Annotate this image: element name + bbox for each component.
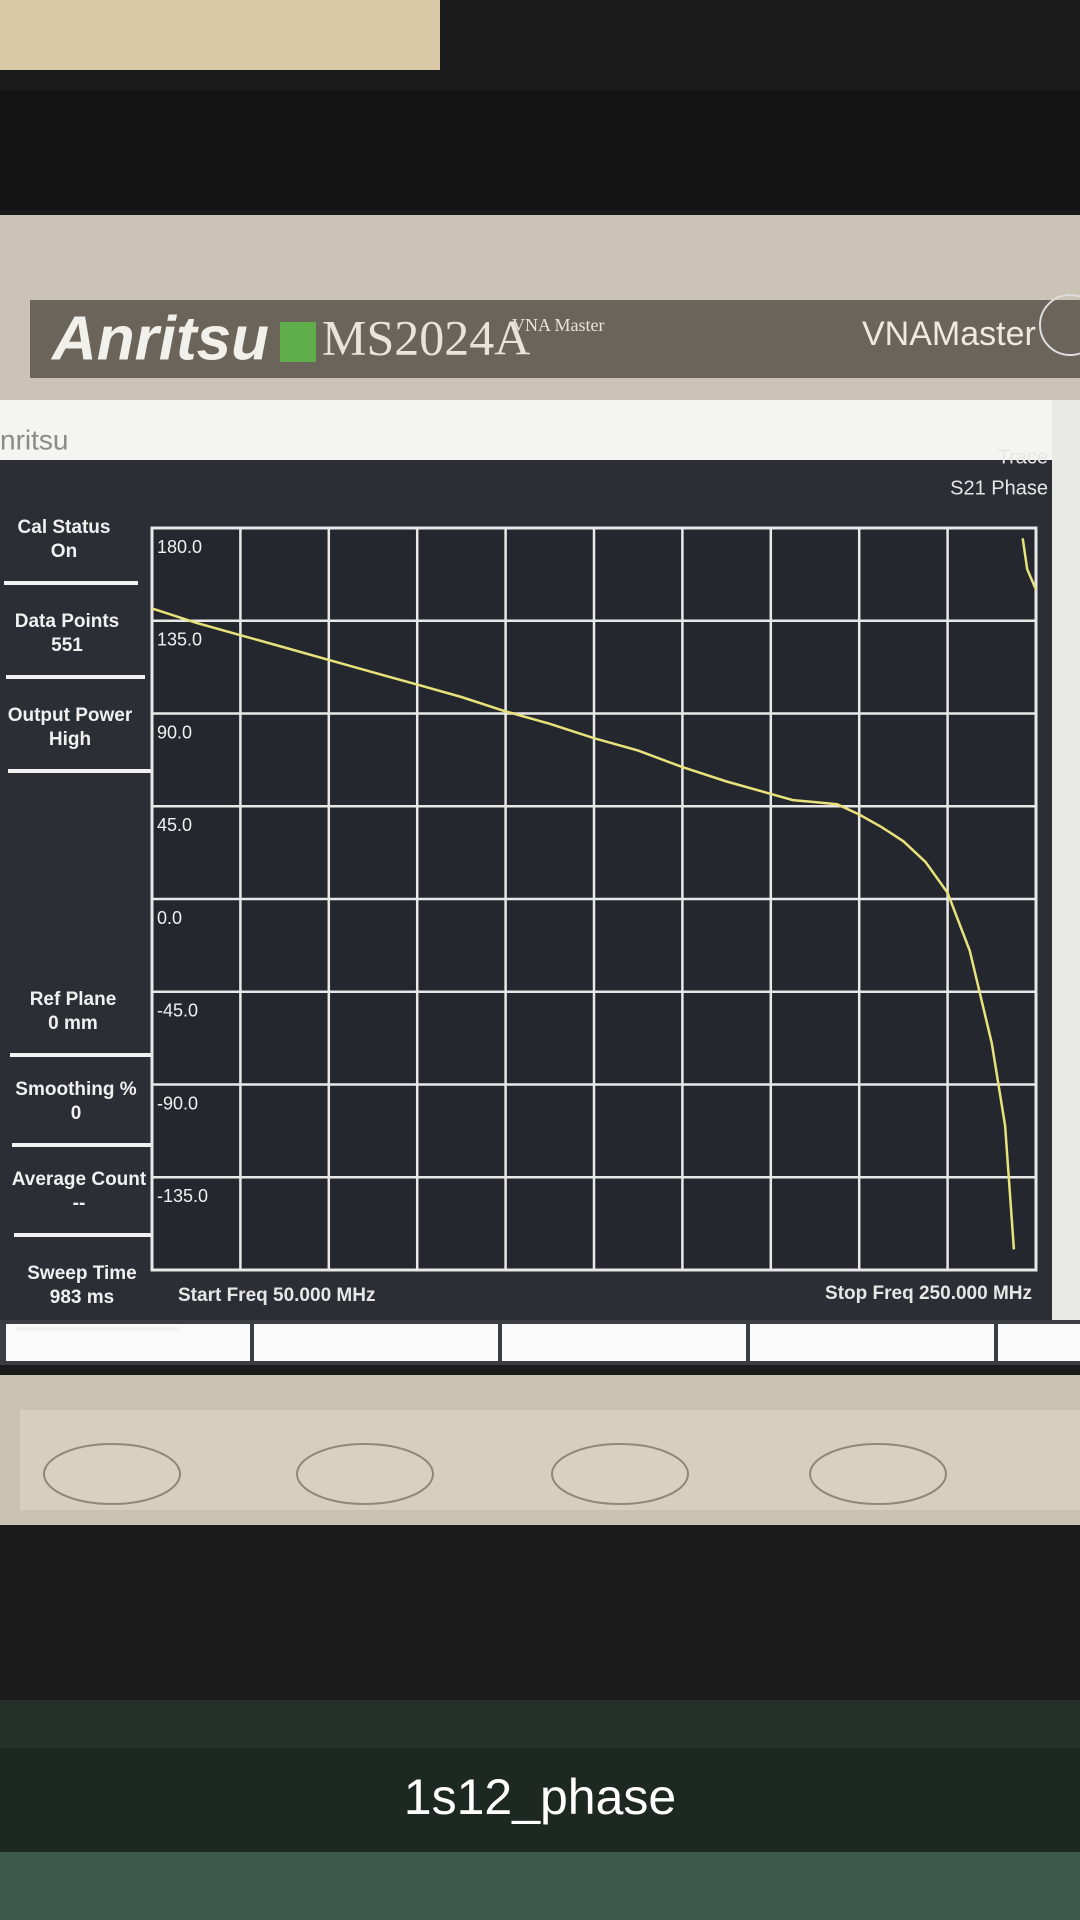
setting-value: -- (73, 1193, 86, 1214)
softkey (998, 1324, 1080, 1361)
setting-label: Sweep Time (27, 1263, 136, 1284)
y-tick-label: 90.0 (157, 722, 192, 742)
hard-button (551, 1443, 689, 1505)
setting-underline (12, 1143, 166, 1147)
stop-freq: Stop Freq 250.000 MHz (825, 1283, 1032, 1304)
setting-underline (6, 675, 145, 679)
caption-bar (0, 1748, 1080, 1852)
setting-value: High (49, 729, 91, 750)
brand: Anritsu (50, 304, 269, 373)
setting-label: Smoothing % (15, 1079, 136, 1100)
case-edge (0, 1700, 1080, 1748)
softkey (254, 1324, 498, 1361)
hard-button (809, 1443, 947, 1505)
setting-value: 551 (51, 635, 83, 656)
logo-strip (30, 300, 1080, 378)
caption: 1s12_phase (404, 1769, 676, 1825)
setting-value: On (51, 541, 77, 562)
model-sub: VNA Master (512, 315, 605, 335)
sidebar: Cal Status On Data Points 551 Output Power Hi… (4, 517, 180, 1331)
softkey (502, 1324, 746, 1361)
setting-label: Ref Plane (30, 989, 117, 1010)
screen-brand: nritsu (0, 424, 68, 455)
bottom-band (0, 1852, 1080, 1920)
setting-underline (14, 1233, 173, 1237)
screen-header (0, 400, 1080, 460)
trace-label: Trace (998, 446, 1048, 468)
setting-underline (16, 1327, 180, 1331)
hard-button (296, 1443, 434, 1505)
setting-underline (10, 1053, 159, 1057)
globe-icon (1039, 294, 1080, 356)
wall (0, 0, 440, 70)
setting-label: Cal Status (18, 517, 111, 538)
setting-underline (8, 769, 152, 773)
y-tick-label: -45.0 (157, 1001, 198, 1021)
case-strap (0, 90, 1080, 210)
hard-button (43, 1443, 181, 1505)
y-tick-label: 135.0 (157, 630, 202, 650)
logo-square (280, 322, 316, 362)
setting-value: 983 ms (50, 1287, 114, 1308)
setting-value: 0 mm (48, 1013, 98, 1034)
start-freq: Start Freq 50.000 MHz (178, 1285, 375, 1306)
model: MS2024A (322, 309, 530, 365)
chart-title: S21 Phase (950, 477, 1048, 499)
softkey (750, 1324, 994, 1361)
right-softkeys (1052, 400, 1080, 1320)
product: VNAMaster (862, 315, 1036, 353)
y-tick-label: 180.0 (157, 537, 202, 557)
setting-label: Data Points (15, 611, 120, 632)
y-tick-label: -90.0 (157, 1093, 198, 1113)
y-tick-label: -135.0 (157, 1186, 208, 1206)
plot: 180.0 135.0 90.0 45.0 0.0 -45.0 -90.0 -135.0 (150, 526, 1038, 1272)
setting-label: Average Count (12, 1169, 147, 1190)
setting-label: Output Power (8, 705, 133, 726)
setting-underline (4, 581, 138, 585)
y-tick-label: 0.0 (157, 908, 182, 928)
y-tick-label: 45.0 (157, 815, 192, 835)
trace-line (151, 538, 1038, 1250)
setting-value: 0 (71, 1103, 82, 1124)
